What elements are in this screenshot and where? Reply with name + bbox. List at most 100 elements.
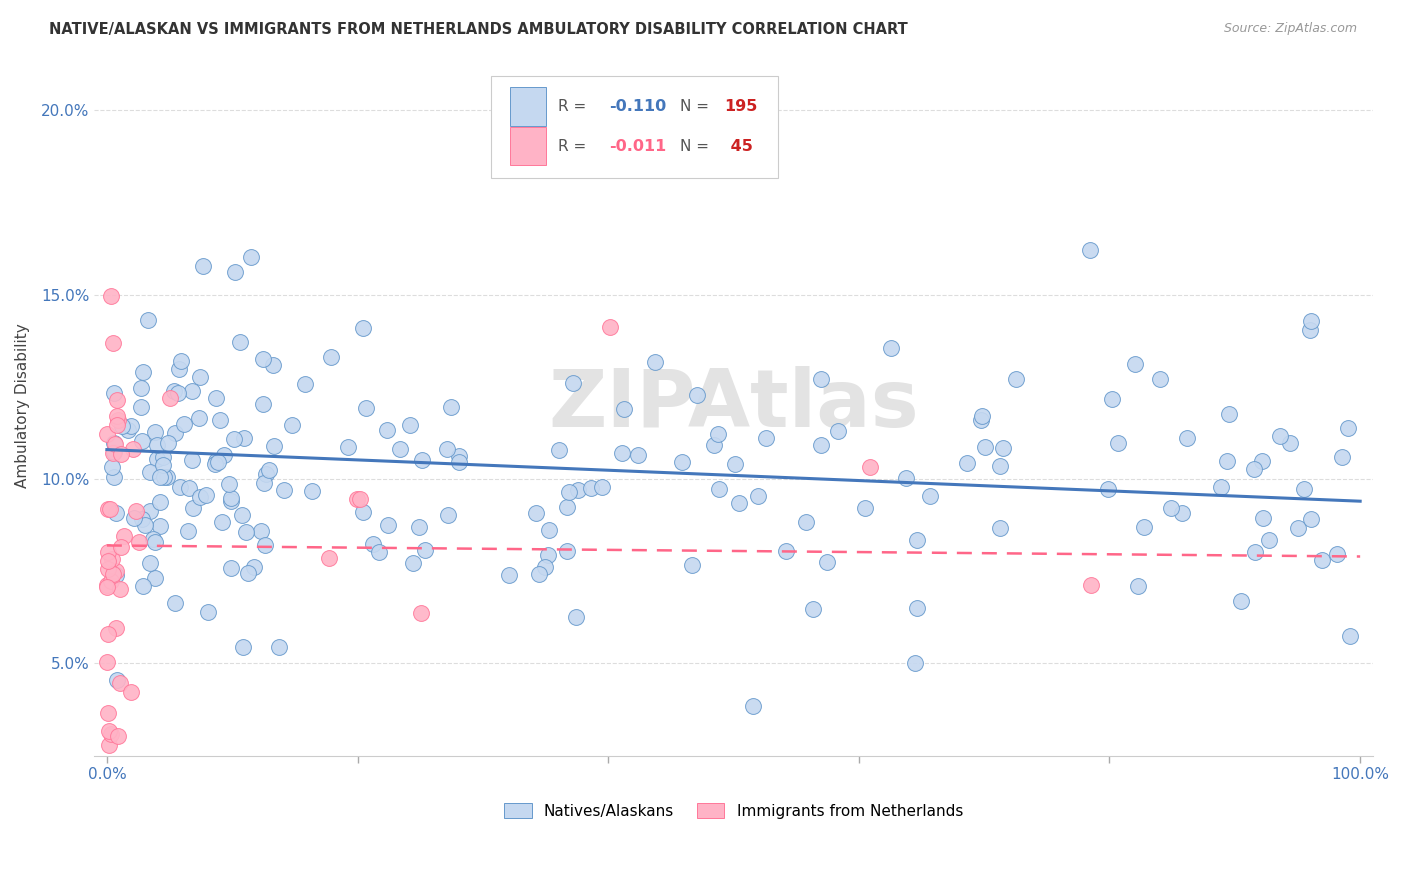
Point [1336, 421, 1358, 435]
Point [1286, 521, 1309, 535]
Point [169, 361, 191, 376]
Point [243, 560, 266, 574]
Point [627, 448, 650, 462]
Point [671, 455, 693, 469]
Point [1149, 372, 1171, 386]
Point [129, 381, 152, 395]
Point [111, 418, 134, 433]
Point [96, 427, 118, 442]
Point [336, 440, 359, 454]
Point [988, 459, 1011, 474]
Point [101, 459, 124, 474]
Point [555, 544, 578, 558]
Point [533, 560, 555, 574]
Point [354, 401, 377, 416]
Point [352, 321, 374, 335]
Point [903, 656, 925, 670]
Point [1209, 480, 1232, 494]
Point [107, 729, 129, 743]
Point [97, 738, 120, 752]
Point [591, 480, 613, 494]
Point [352, 505, 374, 519]
Point [321, 351, 343, 365]
Point [110, 540, 132, 554]
Point [1216, 454, 1239, 468]
Point [1299, 512, 1322, 526]
Point [905, 533, 928, 547]
Point [1080, 578, 1102, 592]
Point [747, 489, 769, 503]
Point [1107, 436, 1129, 450]
FancyBboxPatch shape [491, 76, 779, 178]
Point [1101, 392, 1123, 406]
Point [280, 418, 302, 433]
Point [100, 727, 122, 741]
Point [232, 431, 254, 445]
Point [145, 571, 167, 585]
Point [97, 706, 120, 721]
Point [250, 524, 273, 538]
Point [252, 397, 274, 411]
Point [440, 400, 463, 414]
Point [558, 485, 581, 500]
Point [138, 556, 160, 570]
Point [97, 554, 120, 568]
Point [880, 341, 903, 355]
Point [1243, 461, 1265, 475]
Point [96, 578, 118, 592]
Point [110, 447, 132, 461]
Point [728, 495, 751, 509]
Point [131, 579, 153, 593]
Point [180, 384, 202, 398]
Point [149, 495, 172, 509]
Text: N =: N = [681, 138, 714, 153]
Point [565, 610, 588, 624]
Point [1125, 357, 1147, 371]
Point [1301, 314, 1323, 328]
Point [105, 417, 128, 432]
Point [204, 458, 226, 472]
Point [254, 538, 277, 552]
Point [103, 437, 125, 451]
Point [224, 265, 246, 279]
Point [105, 409, 128, 423]
Point [367, 545, 389, 559]
Point [152, 458, 174, 472]
Point [263, 439, 285, 453]
Point [152, 450, 174, 464]
Point [853, 501, 876, 516]
Point [141, 532, 163, 546]
Point [703, 437, 725, 451]
Point [208, 413, 231, 427]
Point [1097, 482, 1119, 496]
Point [1326, 548, 1348, 562]
Point [801, 602, 824, 616]
Point [167, 386, 190, 401]
Point [240, 250, 263, 264]
Text: NATIVE/ALASKAN VS IMMIGRANTS FROM NETHERLANDS AMBULATORY DISABILITY CORRELATION : NATIVE/ALASKAN VS IMMIGRANTS FROM NETHER… [49, 22, 908, 37]
Text: R =: R = [558, 138, 592, 153]
Point [1244, 545, 1267, 559]
Point [222, 432, 245, 446]
Point [1339, 629, 1361, 643]
Point [105, 673, 128, 688]
Point [128, 535, 150, 549]
Point [775, 543, 797, 558]
Point [1218, 407, 1240, 421]
Point [159, 391, 181, 405]
Point [259, 463, 281, 477]
Point [177, 481, 200, 495]
Point [219, 561, 242, 575]
Text: ZIPAtlas: ZIPAtlas [548, 367, 920, 444]
Point [273, 483, 295, 497]
Point [686, 387, 709, 401]
FancyBboxPatch shape [510, 87, 546, 126]
Point [956, 456, 979, 470]
Point [827, 424, 849, 438]
Point [143, 425, 166, 440]
Point [894, 471, 917, 485]
Point [120, 684, 142, 698]
Point [105, 564, 128, 578]
Point [104, 567, 127, 582]
Point [136, 312, 159, 326]
